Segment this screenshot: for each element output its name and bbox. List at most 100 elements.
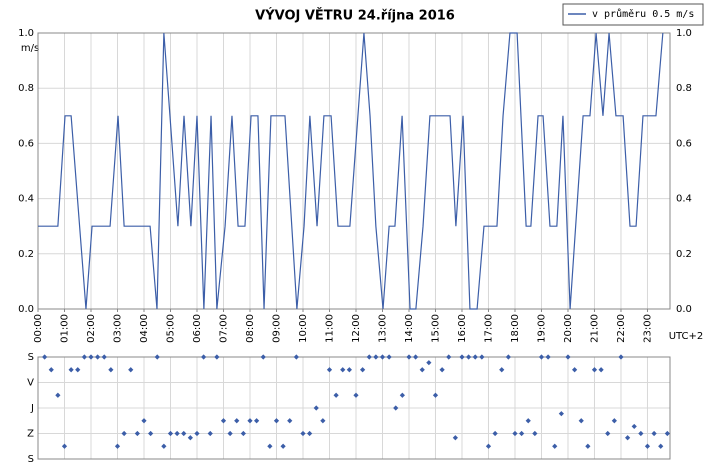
direction-point bbox=[201, 354, 207, 360]
direction-point bbox=[75, 367, 81, 373]
direction-point bbox=[611, 418, 617, 424]
x-tick-label: 17:00 bbox=[483, 314, 494, 343]
direction-point bbox=[472, 354, 478, 360]
direction-point bbox=[485, 443, 492, 449]
direction-point bbox=[181, 430, 187, 437]
y2-tick-label: 0.4 bbox=[676, 194, 692, 205]
y-unit: m/s bbox=[21, 43, 39, 54]
x-tick-label: 19:00 bbox=[536, 314, 547, 343]
direction-point bbox=[638, 430, 644, 437]
direction-point bbox=[386, 354, 392, 360]
direction-point bbox=[618, 354, 624, 360]
x-tick-label: 21:00 bbox=[589, 314, 600, 343]
direction-point bbox=[379, 354, 386, 360]
direction-point bbox=[61, 443, 68, 449]
direction-point bbox=[287, 418, 293, 424]
x-tick-label: 02:00 bbox=[86, 314, 97, 343]
direction-point bbox=[333, 392, 339, 398]
x-tick-label: 14:00 bbox=[404, 314, 415, 343]
x-tick-label: 10:00 bbox=[298, 314, 309, 343]
direction-point bbox=[426, 360, 432, 366]
y-tick-label: V bbox=[27, 378, 34, 389]
direction-point bbox=[664, 430, 670, 437]
direction-point bbox=[479, 354, 485, 360]
direction-point bbox=[81, 354, 87, 360]
direction-point bbox=[439, 367, 445, 373]
y2-tick-label: 0.8 bbox=[676, 83, 692, 94]
direction-point bbox=[141, 418, 147, 424]
direction-point bbox=[366, 354, 372, 360]
x-tick-label: 22:00 bbox=[616, 314, 627, 343]
x-tick-label: 05:00 bbox=[165, 314, 176, 343]
direction-point bbox=[101, 354, 107, 360]
direction-point bbox=[452, 435, 458, 441]
y-tick-label: 0.2 bbox=[18, 249, 34, 260]
direction-point bbox=[346, 367, 352, 373]
x-tick-label: 04:00 bbox=[139, 314, 150, 343]
plot-frame bbox=[37, 356, 671, 460]
x-tick-label: 00:00 bbox=[33, 314, 44, 343]
y2-tick-label: 0.2 bbox=[676, 249, 692, 260]
y2-tick-label: 1.0 bbox=[676, 28, 692, 39]
x-tick-label: 09:00 bbox=[271, 314, 282, 343]
direction-point bbox=[525, 418, 531, 424]
timezone-note: UTC+2 bbox=[669, 331, 704, 342]
direction-point bbox=[538, 354, 545, 360]
direction-point bbox=[267, 443, 273, 449]
direction-point bbox=[413, 354, 419, 360]
direction-point bbox=[631, 423, 637, 430]
direction-point bbox=[95, 354, 101, 360]
direction-point bbox=[108, 367, 114, 373]
direction-point bbox=[307, 430, 313, 437]
direction-point bbox=[234, 418, 240, 424]
direction-point bbox=[148, 430, 154, 437]
direction-point bbox=[651, 430, 657, 437]
direction-point bbox=[419, 367, 425, 373]
direction-point bbox=[565, 354, 571, 360]
direction-point bbox=[254, 418, 260, 424]
direction-point bbox=[247, 418, 253, 424]
direction-point bbox=[174, 430, 180, 437]
x-tick-label: 23:00 bbox=[642, 314, 653, 343]
x-tick-label: 13:00 bbox=[377, 314, 388, 343]
direction-point bbox=[558, 411, 564, 417]
direction-point bbox=[88, 354, 94, 360]
direction-point bbox=[406, 354, 412, 360]
y-tick-label: 1.0 bbox=[18, 28, 34, 39]
direction-point bbox=[492, 430, 498, 437]
y-tick-label: 0.8 bbox=[18, 83, 34, 94]
direction-point bbox=[227, 430, 233, 437]
direction-point bbox=[293, 354, 299, 360]
direction-point bbox=[114, 443, 121, 449]
direction-point bbox=[360, 367, 366, 373]
direction-point bbox=[591, 367, 598, 373]
y-tick-label: Z bbox=[27, 429, 34, 440]
x-tick-label: 11:00 bbox=[324, 314, 335, 343]
y-tick-label: 0.6 bbox=[18, 138, 34, 149]
y-tick-label: 0.0 bbox=[18, 304, 34, 315]
direction-point bbox=[578, 418, 584, 424]
plot-frame bbox=[37, 32, 671, 310]
direction-point bbox=[48, 367, 54, 373]
direction-point bbox=[134, 430, 140, 437]
direction-point bbox=[432, 392, 439, 398]
direction-point bbox=[273, 418, 280, 424]
direction-point bbox=[353, 392, 359, 398]
legend-box bbox=[562, 3, 704, 26]
x-tick-label: 06:00 bbox=[192, 314, 203, 343]
direction-point bbox=[625, 435, 631, 441]
y2-tick-label: 0.0 bbox=[676, 304, 692, 315]
direction-point bbox=[128, 367, 134, 373]
direction-point bbox=[393, 405, 399, 411]
y-tick-label: 0.4 bbox=[18, 194, 34, 205]
direction-point bbox=[644, 443, 651, 449]
direction-point bbox=[499, 367, 505, 373]
direction-point bbox=[326, 367, 333, 373]
direction-point bbox=[512, 430, 518, 437]
direction-point bbox=[154, 354, 160, 360]
direction-point bbox=[505, 354, 511, 360]
direction-point bbox=[55, 392, 61, 398]
y-tick-label: J bbox=[30, 403, 34, 414]
